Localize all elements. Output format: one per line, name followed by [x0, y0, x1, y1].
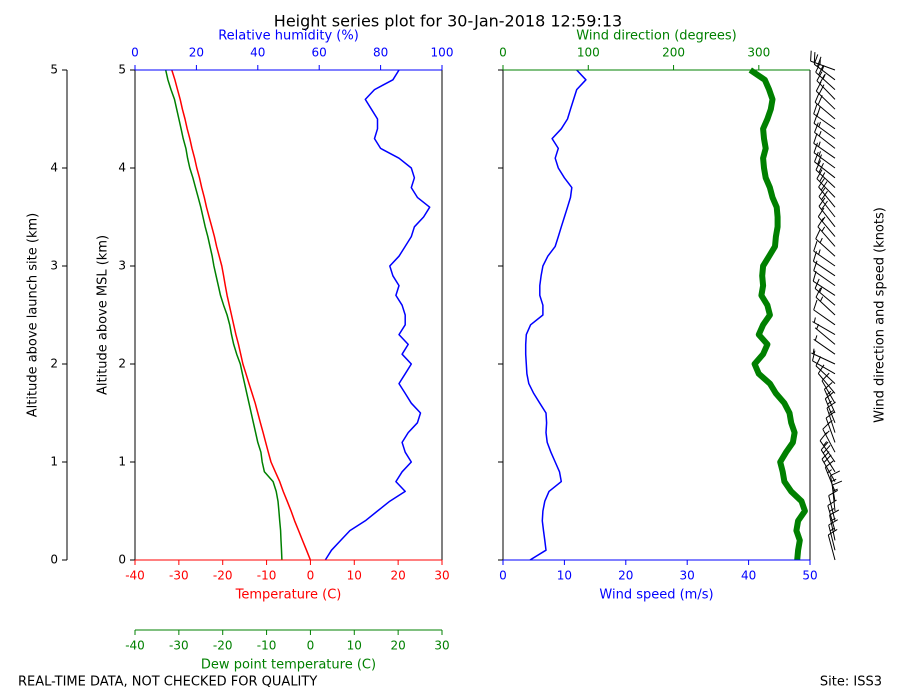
wind-direction-line	[748, 67, 808, 561]
temperature-axis-tick-label: -30	[169, 569, 189, 583]
wind-speed-axis-tick-label: 20	[618, 569, 633, 583]
wind-speed-axis-tick-label: 30	[680, 569, 695, 583]
barbs-axis-label: Wind direction and speed (knots)	[873, 207, 888, 423]
dewpoint-axis-label: Dew point temperature (C)	[201, 658, 376, 673]
temperature-line	[171, 69, 312, 561]
wind-barb	[814, 323, 836, 345]
humidity-axis-tick-label: 100	[431, 46, 454, 60]
wind-barb	[817, 207, 836, 237]
wind-barb	[814, 92, 836, 120]
y-axis-tick-label: 5	[118, 63, 126, 77]
temperature-axis-tick-label: 10	[347, 569, 362, 583]
wind-barb	[815, 287, 836, 316]
wind-barb	[813, 54, 836, 81]
humidity-axis-tick-label: 0	[131, 46, 139, 60]
wind-barb	[814, 122, 836, 149]
wind-barb	[827, 528, 838, 561]
launch-axis-tick-label: 0	[50, 553, 58, 567]
wind-barb	[816, 169, 836, 198]
wind-direction-axis-tick-label: 200	[662, 46, 685, 60]
dewpoint-axis-tick-label: -40	[125, 639, 145, 653]
temperature-axis-tick-label: 30	[434, 569, 449, 583]
wind-direction-axis-label: Wind direction (degrees)	[576, 29, 736, 44]
wind-barb	[812, 271, 836, 296]
launch-axis-tick-label: 5	[50, 63, 58, 77]
humidity-axis-tick-label: 80	[373, 46, 388, 60]
launch-axis-tick-label: 3	[50, 259, 58, 273]
launch-axis-tick-label: 4	[50, 161, 58, 175]
temperature-axis-tick-label: -10	[257, 569, 277, 583]
wind-barb	[818, 197, 836, 228]
wind-barb	[818, 187, 836, 218]
humidity-axis-tick-label: 20	[189, 46, 204, 60]
wind-barb	[810, 50, 836, 71]
dewpoint-axis-tick-label: -10	[257, 639, 277, 653]
wind-barb	[813, 299, 836, 326]
launch-axis-label: Altitude above launch site (km)	[26, 213, 41, 417]
launch-axis-tick-label: 2	[50, 357, 58, 371]
wind-speed-axis-tick-label: 50	[802, 569, 817, 583]
wind-speed-axis-tick-label: 10	[557, 569, 572, 583]
wind-barb	[812, 317, 836, 336]
wind-barb	[813, 103, 836, 130]
y-axis-tick-label: 4	[118, 161, 126, 175]
wind-barb	[815, 356, 836, 384]
y-axis-tick-label: 1	[118, 455, 126, 469]
wind-direction-axis-tick-label: 0	[499, 46, 507, 60]
temperature-axis-tick-label: 20	[391, 569, 406, 583]
wind-barb	[817, 364, 836, 394]
dewpoint-axis-tick-label: 30	[434, 639, 449, 653]
temperature-axis-label: Temperature (C)	[235, 588, 342, 603]
site-label: Site: ISS3	[820, 675, 882, 690]
wind-barb	[813, 241, 836, 267]
temperature-axis-tick-label: -20	[213, 569, 233, 583]
footer-note: REAL-TIME DATA, NOT CHECKED FOR QUALITY	[18, 675, 317, 690]
chart-title: Height series plot for 30-Jan-2018 12:59…	[274, 12, 622, 31]
dewpoint-axis-tick-label: -20	[213, 639, 233, 653]
wind-speed-axis-tick-label: 0	[499, 569, 507, 583]
y-axis-tick-label: 0	[118, 553, 126, 567]
wind-speed-axis-tick-label: 40	[741, 569, 756, 583]
wind-barb	[824, 391, 836, 423]
dewpoint-line	[164, 69, 283, 561]
wind-direction-axis-tick-label: 300	[747, 46, 770, 60]
wind-barb	[813, 133, 836, 159]
y-axis-tick-label: 2	[118, 357, 126, 371]
dewpoint-axis-tick-label: 0	[307, 639, 315, 653]
wind-barb	[813, 260, 836, 287]
temperature-axis-tick-label: 0	[307, 569, 315, 583]
dewpoint-axis-tick-label: 10	[347, 639, 362, 653]
y-axis-tick-label: 3	[118, 259, 126, 273]
wind-barb	[813, 142, 836, 169]
dewpoint-axis-tick-label: -30	[169, 639, 189, 653]
wind-speed-axis-label: Wind speed (m/s)	[599, 588, 713, 603]
wind-speed-line	[524, 69, 587, 561]
launch-axis-tick-label: 1	[50, 455, 58, 469]
humidity-line	[324, 69, 431, 561]
wind-barb	[817, 217, 836, 247]
humidity-axis-tick-label: 60	[312, 46, 327, 60]
wind-barb	[814, 151, 836, 179]
wind-barb	[811, 348, 836, 365]
wind-direction-axis-tick-label: 100	[577, 46, 600, 60]
dewpoint-axis-tick-label: 20	[391, 639, 406, 653]
wind-barb	[821, 451, 836, 482]
wind-barb	[815, 229, 836, 257]
wind-barb	[820, 441, 836, 473]
temperature-axis-tick-label: -40	[125, 569, 145, 583]
humidity-axis-tick-label: 40	[250, 46, 265, 60]
wind-barb	[812, 350, 836, 375]
wind-barb	[813, 335, 836, 355]
y-axis-label: Altitude above MSL (km)	[96, 235, 111, 395]
humidity-axis-label: Relative humidity (%)	[218, 29, 359, 44]
